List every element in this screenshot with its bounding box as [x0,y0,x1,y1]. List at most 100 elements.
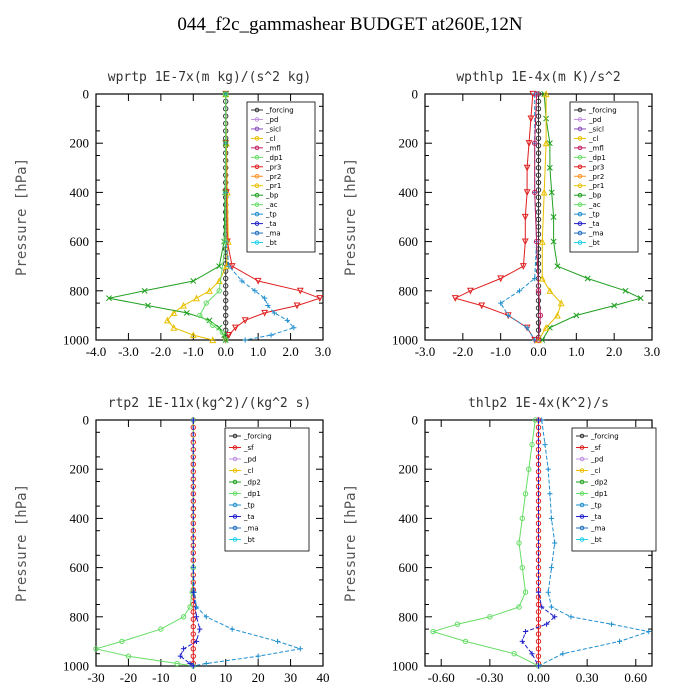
y-axis-label-4: Pressure [hPa] [343,484,359,602]
series-point-ta [187,660,193,667]
series-point-tp [498,300,504,306]
series-point-pr3 [521,213,529,221]
series-point-forcing [190,653,196,659]
series-point-bp [622,287,629,294]
series-point-forcing [223,297,229,304]
series-point-forcing [535,327,542,333]
legend-label: _bp [265,192,279,200]
series-point-dp1 [533,238,540,245]
series-line-pr1 [166,93,229,341]
x-tick-label: -2.0 [151,344,172,359]
legend-label: _ma [590,525,606,533]
x-tick-label: 3.0 [315,344,331,359]
y-tick-label: 400 [70,511,90,526]
series-point-ta [544,621,550,627]
y-tick-label: 600 [70,560,90,575]
series-point-tp [548,604,555,610]
legend-label: _sicl [265,125,281,133]
series-point-tp [524,325,530,331]
series-point-tp [646,628,652,635]
plot-frame-1 [95,93,324,341]
series-point-dp1 [522,491,529,497]
series-point-pr1 [557,299,565,307]
legend-label: _bt [590,536,602,544]
legend-marker [254,173,260,179]
legend-label: _cl [243,467,253,475]
legend-marker [577,240,583,245]
series-point-dp1 [125,653,132,659]
legend-marker [577,164,583,170]
series-point-bp [550,238,557,245]
series-point-pr3 [232,324,239,332]
legend-label: _pr2 [265,173,281,181]
y-tick-label: 200 [70,462,90,477]
legend-label: _ac [588,201,601,209]
y-tick-label: 0 [412,87,419,102]
series-point-ac [223,337,229,343]
series-point-tp [548,565,555,571]
legend-label: _forcing [590,433,619,441]
y-tick-label: 600 [399,560,419,575]
panel-title-4: thlp2 1E-4x(K^2)/s [468,396,609,411]
series-point-pr1 [542,90,550,98]
legend-label: _dp2 [590,479,608,487]
series-point-pr1 [180,301,187,309]
series-point-tp [568,614,574,620]
series-point-pr3 [525,140,533,147]
legend-label: _pr2 [588,173,604,181]
series-point-pr1 [193,294,200,302]
series-point-dp1 [533,91,540,97]
series-point-pr3 [523,164,531,172]
legend-label: _ta [265,220,277,228]
series-point-bp [144,302,151,309]
legend-marker [579,468,585,473]
x-tick-label: -2.0 [453,344,474,359]
y-tick-label: 400 [399,185,419,200]
series-point-tp [275,638,281,644]
series-point-pr1 [170,323,178,331]
legend-marker [232,514,238,519]
series-point-forcing [535,305,542,311]
series-point-ac [210,322,216,328]
series-point-ta [190,663,196,669]
legend-marker [254,240,260,245]
x-tick-label: -3.0 [118,344,139,359]
series-point-dp1 [532,140,538,146]
y-tick-label: 800 [399,283,419,298]
series-point-ta [519,638,525,644]
y-tick-label: 600 [399,234,419,249]
series-point-dp1 [174,660,180,667]
x-tick-label: -4.0 [86,344,107,359]
legend-marker [254,155,260,160]
y-axis-label-1: Pressure [hPa] [14,158,30,276]
x-tick-label: 1.0 [250,344,266,359]
legend-label: _pd [243,456,256,464]
series-point-forcing [535,202,542,208]
y-tick-label: 200 [399,136,419,151]
x-tick-label: 0.30 [576,670,599,685]
panel-title-1: wprtp 1E-7x(m kg)/(s^2 kg) [108,70,312,85]
legend-marker [254,126,260,132]
legend-marker [254,221,260,226]
series-point-dp1 [430,628,436,635]
legend-label: _mfl [265,144,281,152]
x-tick-label: -20 [120,670,137,685]
series-point-forcing [535,187,542,193]
series-point-pr3 [225,331,233,339]
series-point-pr1 [554,311,561,319]
legend-label: _dp1 [265,154,283,162]
legend-marker [579,433,585,439]
series-point-bp [106,295,112,302]
series-point-tp [291,325,297,331]
series-point-ta [522,628,529,635]
series-point-bp [573,312,580,319]
legend-box-3 [224,427,310,552]
x-tick-label: -10 [152,670,169,685]
x-tick-label: 2.0 [282,344,298,359]
series-point-dp1 [487,614,493,620]
legend-marker [232,479,238,485]
legend-label: _ma [243,525,259,533]
series-point-forcing [535,623,542,630]
series-point-ta [190,417,196,423]
legend-label: _pd [588,116,601,124]
